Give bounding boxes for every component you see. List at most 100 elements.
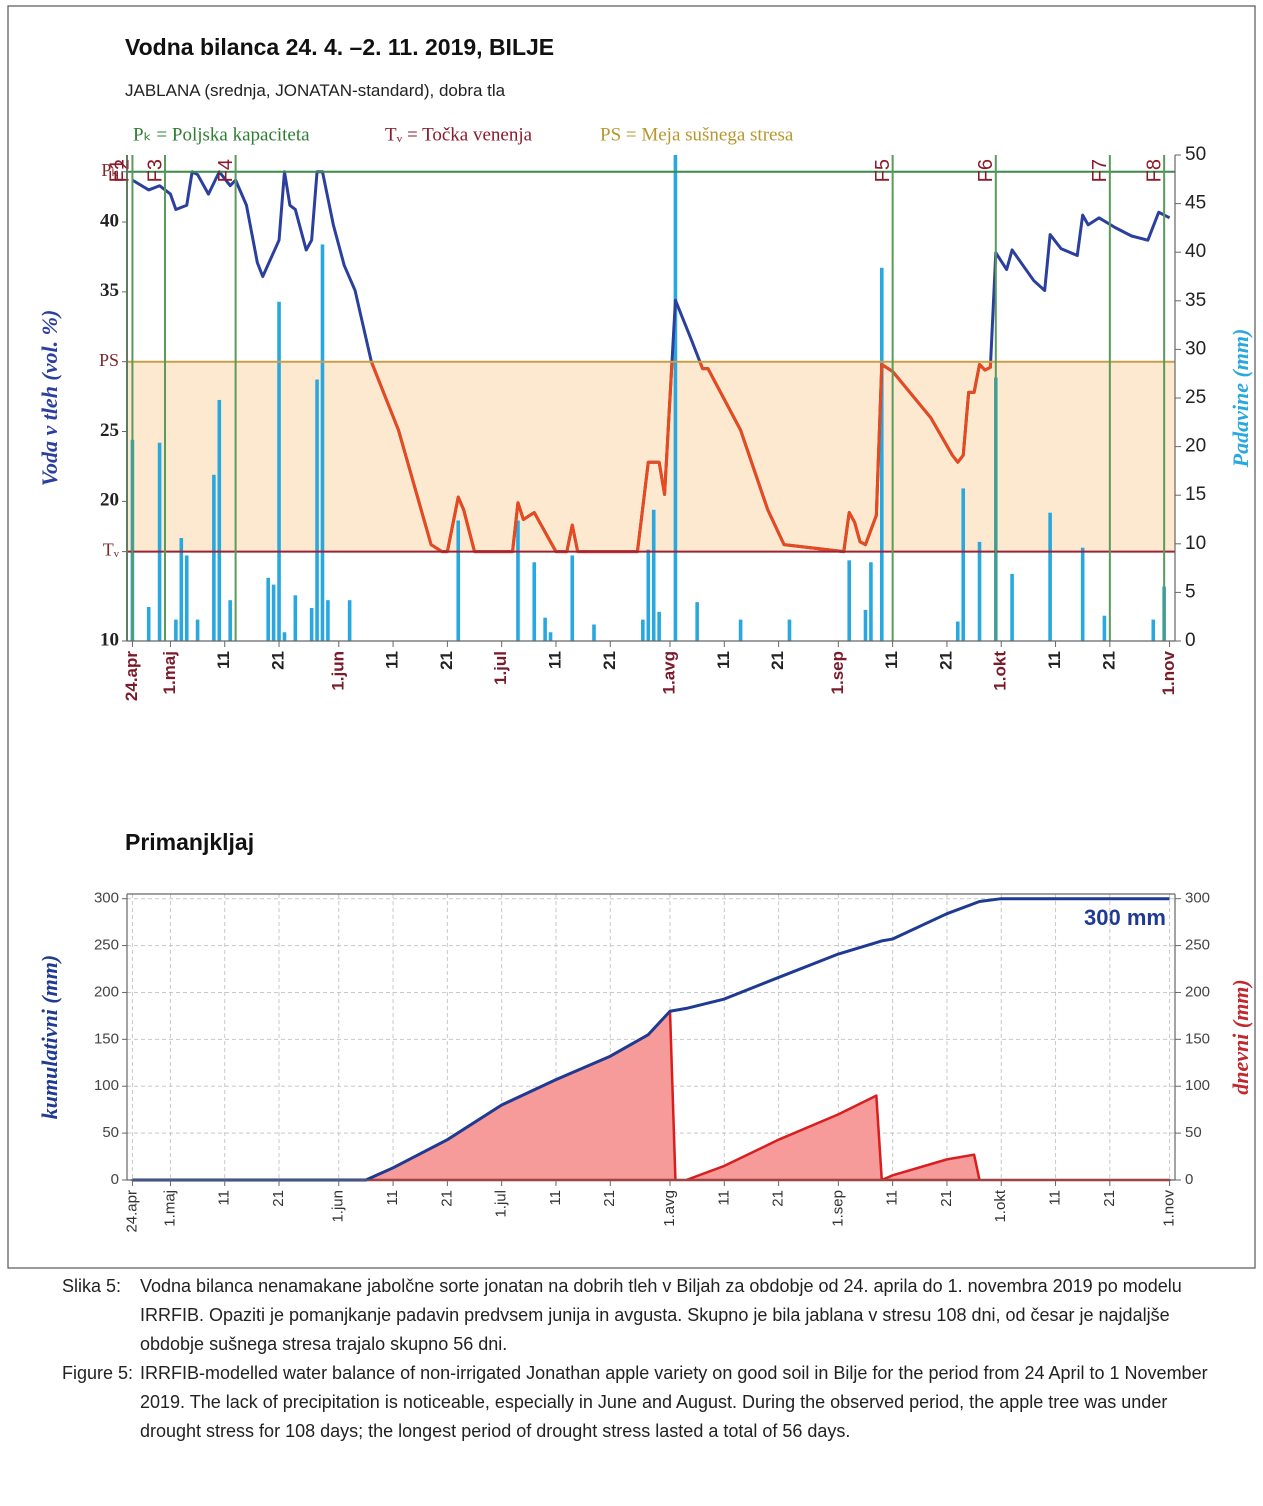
daily-deficit-area — [131, 1009, 1171, 1182]
precipitation-bar — [1010, 573, 1014, 641]
x-tick-label: 21 — [437, 651, 456, 670]
y-axis-label: Voda v tleh (vol. %) — [37, 310, 62, 487]
caption-entry: Slika 5: Vodna bilanca nenamakane jabolč… — [62, 1272, 1222, 1359]
x-tick-label: 1.maj — [160, 651, 179, 694]
annotation: PS = Meja sušnega stresa — [600, 124, 794, 145]
x-tick-label: 11 — [214, 651, 233, 669]
precipitation-bar — [1048, 512, 1052, 641]
phase-label: F5 — [872, 159, 894, 182]
y-tick-label: 150 — [94, 1030, 119, 1047]
phase-label: F2 — [112, 159, 134, 182]
y-tick-label: 200 — [94, 983, 119, 1000]
phase-label: F6 — [975, 159, 997, 182]
y2-tick-label: 20 — [1185, 436, 1206, 457]
chart-title: Vodna bilanca 24. 4. –2. 11. 2019, BILJE — [125, 34, 554, 60]
y2-axis-label: dnevni (mm) — [1228, 979, 1253, 1095]
x-tick-label: 1.jul — [491, 651, 510, 685]
y-tick-label: 50 — [102, 1124, 119, 1141]
x-tick-label: 1.jun — [330, 1190, 347, 1223]
y-tick-label: 25 — [100, 420, 119, 441]
y2-tick-label: 0 — [1185, 1171, 1193, 1188]
precipitation-bar — [184, 555, 189, 641]
precipitation-bar — [146, 606, 151, 641]
precipitation-bar — [657, 611, 661, 641]
precipitation-bar — [228, 600, 232, 641]
x-tick-label: 1.sep — [828, 651, 847, 694]
y2-tick-label: 5 — [1185, 581, 1196, 602]
precipitation-bar — [179, 537, 184, 641]
y-tick-label: 300 — [94, 890, 119, 907]
x-tick-label: 21 — [270, 1190, 287, 1207]
precipitation-bar — [879, 267, 884, 641]
precipitation-bar — [673, 155, 678, 641]
x-tick-label: 24.apr — [123, 1190, 140, 1233]
precipitation-bar — [955, 621, 960, 641]
y-tick-label: 10 — [100, 629, 119, 650]
caption-text: IRRFIB-modelled water balance of non-irr… — [140, 1363, 1208, 1441]
y2-tick-label: 45 — [1185, 193, 1206, 214]
y-tick-label: Pₖ — [101, 160, 119, 180]
y2-tick-label: 30 — [1185, 338, 1206, 359]
x-tick-label: 11 — [384, 1190, 401, 1206]
phase-label: F8 — [1143, 159, 1165, 182]
precipitation-bar — [277, 301, 281, 641]
frame — [7, 5, 1256, 1269]
y2-tick-label: 150 — [1185, 1030, 1210, 1047]
y2-tick-label: 300 — [1185, 890, 1210, 907]
precipitation-bar — [157, 442, 162, 641]
precipitation-bar — [1151, 619, 1156, 641]
x-tick-label: 11 — [216, 1190, 233, 1206]
chart-title: Primanjkljaj — [125, 829, 254, 855]
phase-label: F3 — [144, 159, 166, 182]
annotation: 300 mm — [1084, 905, 1166, 930]
precipitation-bar — [212, 474, 216, 641]
x-tick-label: 11 — [882, 651, 901, 669]
y-tick-label: 40 — [100, 210, 119, 231]
precipitation-bar — [532, 562, 537, 641]
x-tick-label: 21 — [600, 651, 619, 670]
precipitation-bar — [293, 595, 298, 641]
precipitation-bar — [326, 600, 330, 641]
stress-band — [127, 361, 1175, 552]
y-tick-label: 250 — [94, 937, 119, 954]
precipitation-bar — [347, 600, 352, 641]
y-tick-label: Tᵥ — [103, 540, 120, 560]
x-tick-label: 21 — [938, 1190, 955, 1207]
x-tick-label: 11 — [383, 651, 402, 669]
x-tick-label: 1.jun — [328, 651, 347, 691]
y2-tick-label: 15 — [1185, 484, 1206, 505]
x-tick-label: 1.sep — [829, 1190, 846, 1227]
x-tick-label: 1.nov — [1161, 1190, 1178, 1227]
y-tick-label: 100 — [94, 1077, 119, 1094]
precipitation-bar — [787, 619, 792, 641]
precipitation-bar — [516, 520, 520, 641]
phase-label: F4 — [215, 159, 237, 182]
caption: Slika 5: Vodna bilanca nenamakane jabolč… — [0, 1272, 1263, 1446]
precipitation-bar — [282, 632, 287, 641]
x-tick-label: 11 — [547, 1190, 564, 1206]
precipitation-bar — [847, 560, 851, 641]
x-tick-label: 21 — [438, 1190, 455, 1207]
x-tick-label: 1.nov — [1159, 650, 1178, 695]
y2-tick-label: 35 — [1185, 290, 1206, 311]
precipitation-bar — [646, 549, 651, 641]
caption-label: Slika 5: — [62, 1276, 122, 1296]
x-tick-label: 1.avg — [659, 651, 678, 694]
y2-tick-label: 40 — [1185, 241, 1206, 262]
precipitation-bar — [548, 632, 553, 641]
precipitation-bar — [977, 541, 982, 641]
y-tick-label: PS — [99, 350, 119, 370]
x-tick-label: 11 — [545, 651, 564, 669]
precipitation-bar — [456, 520, 461, 641]
x-tick-label: 21 — [770, 1190, 787, 1207]
precipitation-bar — [592, 624, 596, 641]
figure: Vodna bilanca 24. 4. –2. 11. 2019, BILJE… — [7, 5, 1256, 1269]
x-tick-label: 24.apr — [122, 651, 141, 701]
precipitation-bar — [641, 619, 645, 641]
precipitation-bar — [271, 584, 276, 641]
y2-tick-label: 50 — [1185, 144, 1206, 165]
caption-text: Vodna bilanca nenamakane jabolčne sorte … — [140, 1276, 1182, 1354]
precipitation-bar — [570, 555, 575, 641]
precipitation-bar — [1080, 547, 1085, 641]
